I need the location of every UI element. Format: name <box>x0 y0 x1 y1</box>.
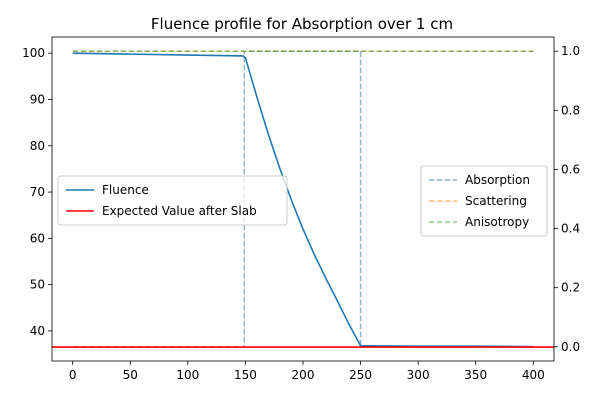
x-tick-label: 300 <box>407 368 430 382</box>
legend-label-fluence: Fluence <box>102 183 149 197</box>
x-tick-label: 50 <box>123 368 138 382</box>
y-tick-label-right: 1.0 <box>561 44 580 58</box>
y-tick-label-left: 50 <box>30 278 45 292</box>
legend-right: Absorption Scattering Anisotropy <box>420 165 548 237</box>
x-tick-label: 400 <box>522 368 545 382</box>
legend-right-box <box>420 165 548 237</box>
series-line-fluence <box>72 52 534 348</box>
x-tick-label: 100 <box>176 368 199 382</box>
y-tick-label-right: 0.0 <box>561 340 580 354</box>
plot-area <box>52 50 554 348</box>
legend-label-scattering: Scattering <box>465 194 527 208</box>
x-tick-label: 0 <box>69 368 77 382</box>
y-tick-label-right: 0.2 <box>561 281 580 295</box>
y-tick-label-left: 70 <box>30 185 45 199</box>
y-tick-label-right: 0.6 <box>561 162 580 176</box>
x-tick-label: 350 <box>464 368 487 382</box>
legend-left-box <box>57 175 288 226</box>
y-tick-label-left: 60 <box>30 231 45 245</box>
y-tick-label-left: 80 <box>30 139 45 153</box>
y-tick-label-right: 0.8 <box>561 103 580 117</box>
legend-label-anisotropy: Anisotropy <box>465 215 529 229</box>
chart-title: Fluence profile for Absorption over 1 cm <box>151 15 453 33</box>
y-tick-label-left: 40 <box>30 324 45 338</box>
x-tick-label: 150 <box>234 368 257 382</box>
y-tick-label-left: 90 <box>30 92 45 106</box>
axes: 0 50 100 150 200 250 300 350 400 40 50 60 70 80 90 100 0… <box>22 36 580 382</box>
x-tick-label: 200 <box>292 368 315 382</box>
legend-left: Fluence Expected Value after Slab <box>57 175 288 226</box>
x-tick-label: 250 <box>349 368 372 382</box>
legend-label-absorption: Absorption <box>465 173 530 187</box>
y-tick-label-right: 0.4 <box>561 222 580 236</box>
legend-label-expected-value-after-slab: Expected Value after Slab <box>102 204 257 218</box>
y-tick-label-left: 100 <box>22 46 45 60</box>
